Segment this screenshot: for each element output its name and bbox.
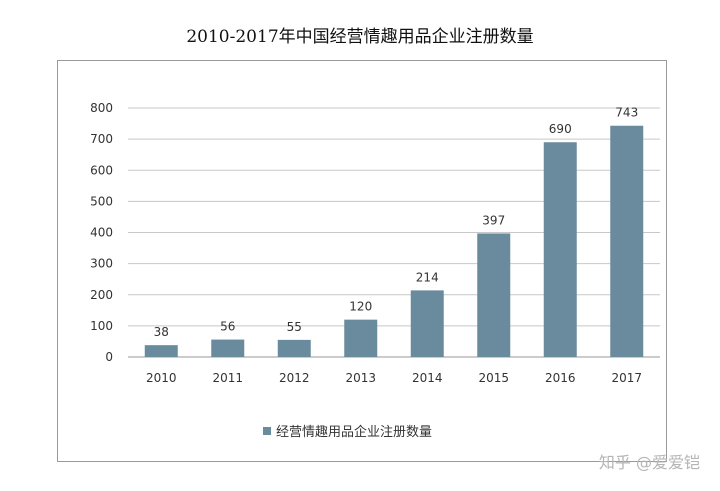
data-label: 120 (349, 300, 372, 314)
data-label: 397 (482, 213, 505, 227)
bar (543, 142, 577, 357)
y-tick-label: 700 (90, 132, 113, 146)
data-label: 214 (416, 270, 439, 284)
data-label: 38 (154, 325, 169, 339)
chart-title: 2010-2017年中国经营情趣用品企业注册数量 (186, 27, 534, 47)
bar (610, 125, 644, 358)
y-tick-label: 400 (90, 226, 113, 240)
x-tick-label: 2010 (146, 371, 177, 385)
x-tick-label: 2015 (478, 371, 509, 385)
data-label: 56 (220, 320, 235, 334)
y-tick-label: 800 (90, 101, 113, 115)
bar (277, 339, 311, 357)
y-tick-label: 500 (90, 194, 113, 208)
x-tick-label: 2011 (212, 371, 243, 385)
data-label: 743 (615, 106, 638, 120)
x-tick-label: 2012 (279, 371, 310, 385)
watermark: 知乎 @爱爱铠 (598, 453, 700, 472)
x-tick-label: 2017 (611, 371, 642, 385)
y-tick-label: 600 (90, 163, 113, 177)
legend-label: 经营情趣用品企业注册数量 (276, 424, 432, 440)
y-tick-label: 0 (105, 350, 113, 364)
bar (410, 290, 444, 357)
data-label: 690 (549, 122, 572, 136)
bar (144, 345, 178, 357)
x-tick-label: 2013 (345, 371, 376, 385)
y-tick-label: 100 (90, 319, 113, 333)
bar (211, 339, 245, 357)
y-tick-label: 200 (90, 288, 113, 302)
x-tick-label: 2016 (545, 371, 576, 385)
data-label: 55 (287, 320, 302, 334)
y-tick-label: 300 (90, 257, 113, 271)
x-tick-label: 2014 (412, 371, 443, 385)
bar (344, 319, 378, 357)
bar (477, 233, 511, 357)
legend-swatch (263, 427, 271, 435)
